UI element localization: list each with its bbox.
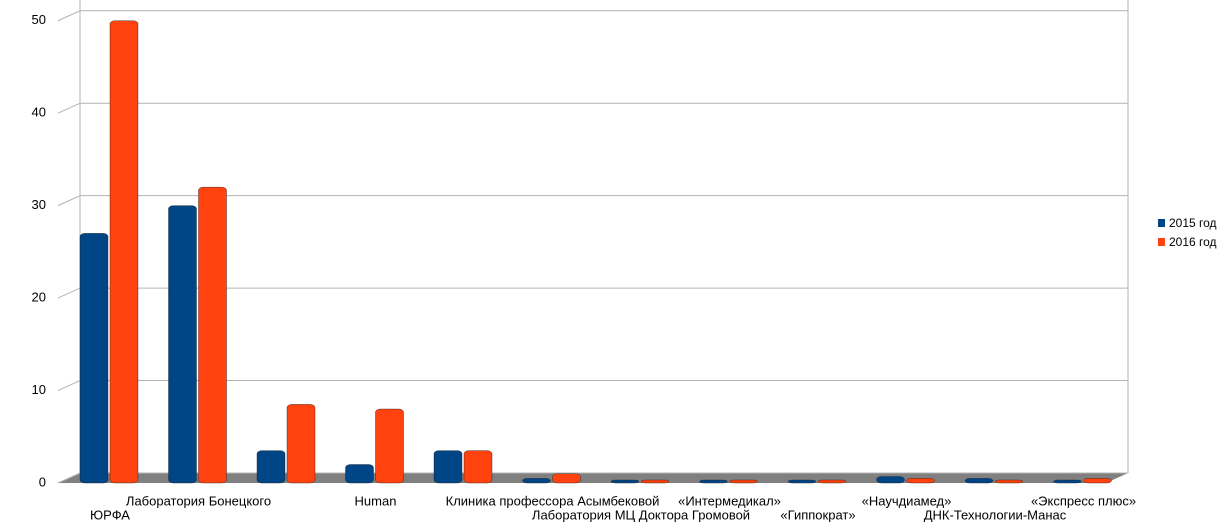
bar [463,450,493,484]
grid-line [57,10,1128,22]
bar [787,479,817,484]
bar [286,404,316,484]
bar [1083,478,1112,484]
x-tick-label: «Гиппократ» [780,507,855,522]
grid-line [57,195,1128,207]
x-tick-label: Клиника профессора Асымбековой [446,493,660,508]
grid-line [57,102,1128,114]
x-tick-label: ДНК-Технологии-Манас [924,507,1067,522]
legend-swatch [1158,219,1165,227]
y-tick-label: 50 [32,12,46,27]
bar [610,479,640,484]
y-tick-label: 10 [32,382,46,397]
bar [699,479,728,484]
legend-swatch [1158,238,1165,246]
bar [552,473,581,484]
bar [256,450,286,484]
bar [876,476,905,484]
bar [109,20,139,484]
bar [198,186,227,484]
bar [79,233,109,484]
bar [168,205,197,484]
bar [906,478,935,484]
y-tick-label: 40 [32,105,46,120]
y-tick-label: 30 [32,197,46,212]
x-tick-label: «Экспресс плюс» [1031,493,1136,508]
bar [729,479,758,484]
legend-label: 2016 год [1169,235,1217,249]
bar [817,479,847,484]
y-tick-label: 0 [39,474,46,489]
x-tick-label: «Научдиамед» [862,493,952,508]
x-tick-label: ЮРФА [90,507,130,522]
bar [994,479,1024,484]
bar [375,408,404,484]
x-tick-label: «Интермедикал» [678,493,781,508]
x-tick-label: Лаборатория Бонецкого [126,493,271,508]
bar [522,478,551,484]
y-tick-label: 20 [32,290,46,305]
x-tick-label: Human [355,493,397,508]
floor [58,473,1128,483]
bar [964,478,994,484]
legend-label: 2015 год [1169,216,1217,230]
bar [1053,479,1082,484]
x-tick-label: Лаборатория МЦ Доктора Громовой [532,507,750,522]
bar [433,450,463,484]
bar [640,479,670,484]
bar [345,464,374,484]
